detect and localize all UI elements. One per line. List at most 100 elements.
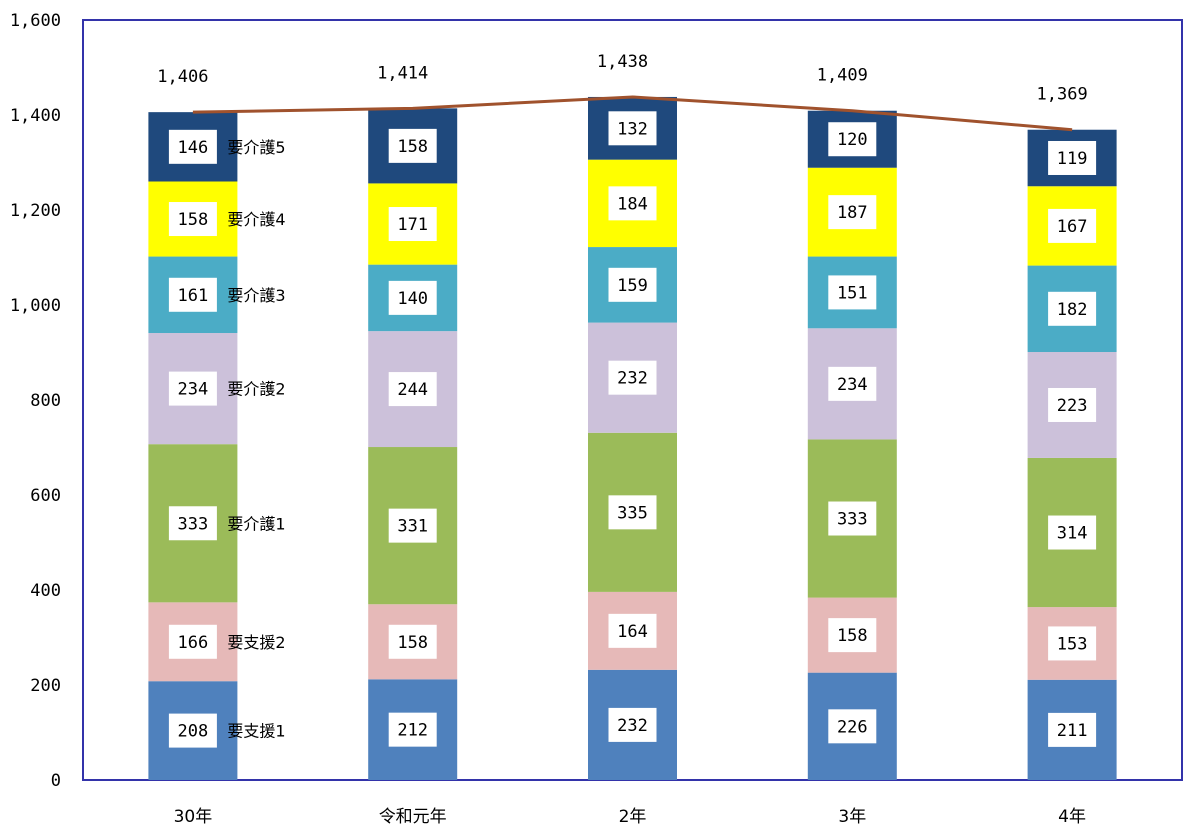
value-label: 146 (178, 138, 209, 158)
total-label: 1,438 (597, 52, 648, 72)
legend-label: 要介護5 (227, 138, 285, 157)
value-label-box (1048, 515, 1097, 550)
y-tick-label: 1,000 (10, 296, 61, 316)
value-label-box (168, 202, 217, 237)
value-label-box (168, 713, 217, 748)
value-label-box (1048, 208, 1097, 243)
value-label: 158 (837, 626, 868, 646)
value-label-box (608, 111, 657, 146)
x-tick-label: 2年 (619, 807, 647, 827)
value-label: 212 (397, 721, 428, 741)
value-label: 153 (1057, 634, 1088, 654)
value-label: 140 (397, 289, 428, 309)
value-label-box (388, 128, 437, 163)
value-label-box (608, 360, 657, 395)
value-label-box (1048, 626, 1097, 661)
value-label-box (168, 129, 217, 164)
value-label: 211 (1057, 721, 1088, 741)
value-label-box (1048, 387, 1097, 422)
value-label-box (828, 709, 877, 744)
value-label-box (828, 122, 877, 157)
total-labels: 1,406 1,414 1,438 1,409 1,369 (157, 52, 1087, 105)
y-tick-label: 800 (30, 391, 61, 411)
value-label-box (608, 186, 657, 221)
value-label-box (388, 280, 437, 315)
value-label-box (1048, 140, 1097, 175)
legend-label: 要介護4 (227, 210, 285, 229)
y-tick-label: 1,600 (10, 11, 61, 31)
value-label-box (828, 195, 877, 230)
value-label-box (388, 508, 437, 543)
value-label: 232 (617, 716, 648, 736)
y-tick-label: 400 (30, 581, 61, 601)
value-label: 120 (837, 130, 868, 150)
value-label: 159 (617, 276, 648, 296)
value-label-box (388, 372, 437, 407)
value-label: 119 (1057, 149, 1088, 169)
value-label: 314 (1057, 524, 1088, 544)
value-label: 333 (178, 514, 209, 534)
value-label: 187 (837, 203, 868, 223)
value-label: 166 (178, 633, 209, 653)
value-label: 223 (1057, 396, 1088, 416)
value-label: 331 (397, 517, 428, 537)
legend-label: 要介護3 (227, 286, 285, 305)
value-label: 244 (397, 380, 428, 400)
total-label: 1,414 (377, 63, 428, 83)
value-label-box (828, 618, 877, 653)
value-label: 234 (178, 380, 209, 400)
value-label-box (168, 624, 217, 659)
value-label-box (168, 277, 217, 312)
value-label-box (608, 707, 657, 742)
x-tick-label: 4年 (1058, 807, 1086, 827)
value-label-box (608, 267, 657, 302)
value-label: 226 (837, 717, 868, 737)
y-tick-label: 200 (30, 676, 61, 696)
x-axis: 30年 令和元年 2年 3年 4年 (174, 807, 1086, 827)
value-label: 184 (617, 194, 648, 214)
total-label: 1,409 (817, 66, 868, 86)
value-label: 158 (178, 210, 209, 230)
value-label-box (828, 501, 877, 536)
value-label: 167 (1057, 217, 1088, 237)
total-label: 1,369 (1037, 85, 1088, 105)
y-tick-label: 1,200 (10, 201, 61, 221)
total-label: 1,406 (157, 67, 208, 87)
value-label: 158 (397, 137, 428, 157)
value-label-box (1048, 291, 1097, 326)
value-label-box (388, 624, 437, 659)
value-label: 335 (617, 503, 648, 523)
y-axis: 0 200 400 600 800 1,000 1,200 1,400 1,600 (10, 11, 61, 791)
value-label-box (828, 366, 877, 401)
legend-label: 要支援1 (227, 722, 285, 741)
value-label: 232 (617, 369, 648, 389)
value-label-box (388, 207, 437, 242)
x-tick-label: 令和元年 (379, 807, 447, 827)
legend-label: 要介護1 (227, 514, 285, 533)
bar-segments (148, 96, 1117, 780)
x-tick-label: 3年 (838, 807, 866, 827)
value-label: 208 (178, 722, 209, 742)
value-label-box (388, 712, 437, 747)
y-tick-label: 600 (30, 486, 61, 506)
value-label-box (168, 371, 217, 406)
value-label: 171 (397, 215, 428, 235)
value-label: 182 (1057, 300, 1088, 320)
total-line (192, 95, 1073, 132)
value-label-box (168, 506, 217, 541)
value-labels: 208 166 333 234 161 158 146 212 158 331 244 140 171 1… (168, 111, 1097, 748)
value-label-box (608, 495, 657, 530)
value-label-box (1048, 712, 1097, 747)
y-tick-label: 1,400 (10, 106, 61, 126)
value-label-box (608, 613, 657, 648)
legend: 要支援1 要支援2 要介護1 要介護2 要介護3 要介護4 要介護5 (227, 138, 285, 741)
value-label: 161 (178, 286, 209, 306)
value-label-box (828, 275, 877, 310)
legend-label: 要支援2 (227, 633, 285, 652)
value-label: 158 (397, 633, 428, 653)
value-label: 234 (837, 375, 868, 395)
value-label: 132 (617, 119, 648, 139)
y-tick-label: 0 (51, 771, 61, 791)
legend-label: 要介護2 (227, 380, 285, 399)
